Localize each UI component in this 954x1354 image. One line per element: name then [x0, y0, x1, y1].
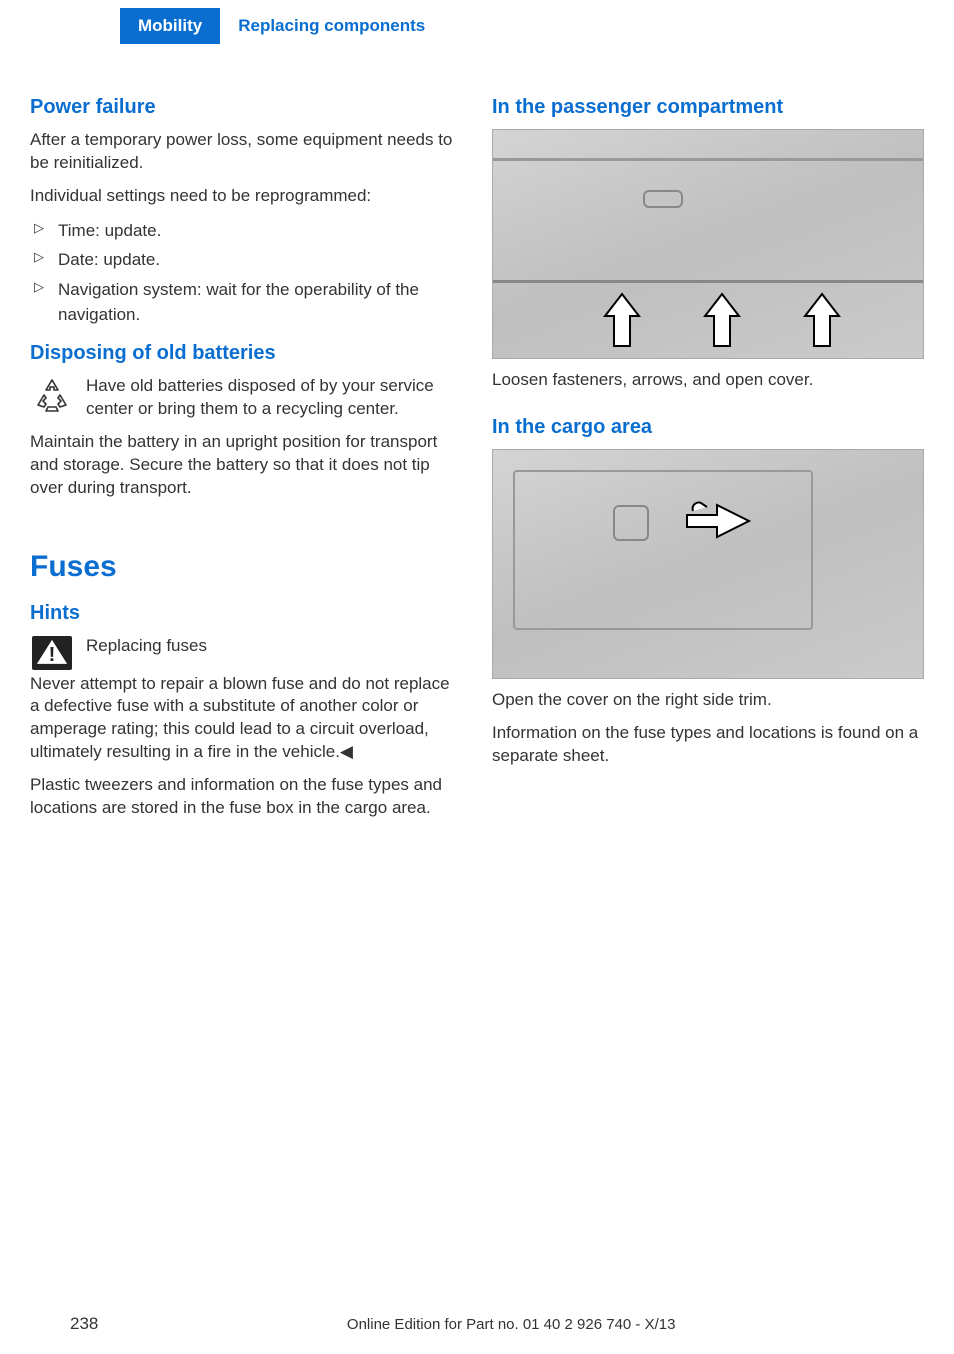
- heading-cargo: In the cargo area: [492, 416, 924, 439]
- right-column: In the passenger compartment Loosen fast…: [492, 82, 924, 830]
- heading-power-failure: Power failure: [30, 96, 462, 119]
- recycle-paragraph: Have old batteries disposed of by your s…: [30, 375, 462, 421]
- reprogram-list: Time: update. Date: update. Navigation s…: [30, 218, 462, 328]
- image-glovebox: [492, 129, 924, 359]
- warning-icon: !: [30, 635, 74, 671]
- footer: 238 Online Edition for Part no. 01 40 2 …: [0, 1314, 954, 1334]
- text-hints-body: Never attempt to repair a blown fuse and…: [30, 673, 462, 765]
- heading-disposing: Disposing of old batteries: [30, 342, 462, 365]
- left-column: Power failure After a temporary power lo…: [30, 82, 462, 830]
- text-dispose-1: Have old batteries disposed of by your s…: [86, 375, 462, 421]
- breadcrumb: Mobility Replacing components: [0, 0, 954, 52]
- list-item: Date: update.: [34, 247, 462, 273]
- text-hints-title: Replacing fuses: [86, 635, 207, 658]
- heading-fuses: Fuses: [30, 550, 462, 584]
- list-item: Navigation system: wait for the operabil…: [34, 277, 462, 328]
- image-cargo: [492, 449, 924, 679]
- content-columns: Power failure After a temporary power lo…: [0, 82, 954, 830]
- heading-hints: Hints: [30, 602, 462, 625]
- text-power-1: After a temporary power loss, some equip…: [30, 129, 462, 175]
- text-dispose-2: Maintain the battery in an upright posit…: [30, 431, 462, 500]
- footer-text: Online Edition for Part no. 01 40 2 926 …: [347, 1316, 676, 1333]
- text-passenger: Loosen fasteners, arrows, and open cover…: [492, 369, 924, 392]
- warning-paragraph: ! Replacing fuses: [30, 635, 462, 671]
- list-item: Time: update.: [34, 218, 462, 244]
- text-power-2: Individual settings need to be reprogram…: [30, 185, 462, 208]
- heading-passenger: In the passenger compartment: [492, 96, 924, 119]
- breadcrumb-sub: Replacing components: [220, 8, 443, 44]
- page-number: 238: [70, 1314, 98, 1334]
- text-cargo-1: Open the cover on the right side trim.: [492, 689, 924, 712]
- text-cargo-2: Information on the fuse types and locati…: [492, 722, 924, 768]
- recycle-icon: [30, 375, 74, 419]
- text-hints-2: Plastic tweezers and information on the …: [30, 774, 462, 820]
- breadcrumb-main: Mobility: [120, 8, 220, 44]
